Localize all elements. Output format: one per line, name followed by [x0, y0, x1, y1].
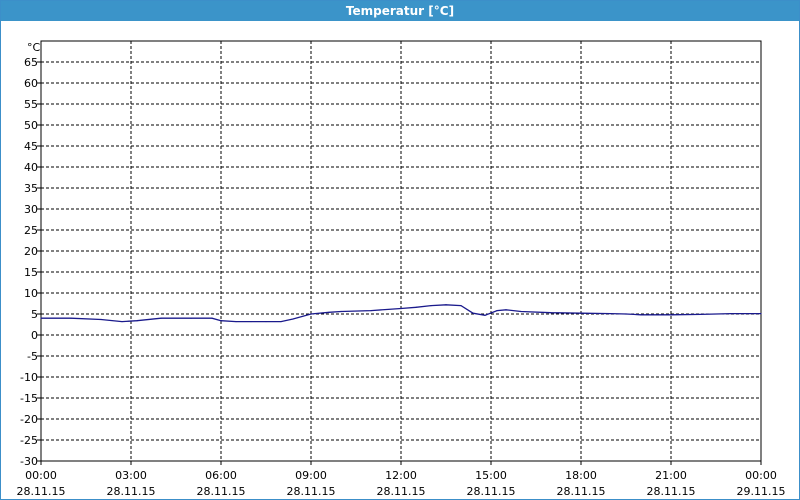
temperature-data-point — [190, 317, 192, 319]
y-tick-label: 40 — [24, 161, 38, 174]
y-tick-label: 0 — [31, 329, 38, 342]
y-tick-label: -10 — [20, 371, 38, 384]
temperature-data-point — [520, 310, 522, 313]
temperature-data-point — [121, 320, 123, 323]
y-tick-label: 15 — [24, 266, 38, 279]
temperature-data-point — [430, 305, 432, 307]
y-unit-label: °C — [27, 41, 41, 54]
y-tick-label: 55 — [24, 98, 38, 111]
x-tick-time-label: 09:00 — [295, 469, 327, 482]
x-tick-time-label: 03:00 — [115, 469, 147, 482]
x-tick-date-label: 28.11.15 — [557, 485, 606, 498]
x-tick-date-label: 28.11.15 — [17, 485, 66, 498]
temperature-data-point — [484, 314, 486, 316]
temperature-data-point — [580, 312, 582, 314]
temperature-data-point — [100, 318, 102, 321]
temperature-data-point — [328, 311, 330, 313]
temperature-data-point — [292, 318, 294, 320]
y-tick-label: -15 — [20, 392, 38, 405]
grid-lines — [41, 41, 761, 461]
x-tick-date-label: 28.11.15 — [107, 485, 156, 498]
temperature-data-point — [550, 312, 552, 314]
x-tick-date-label: 29.11.15 — [737, 485, 786, 498]
temperature-data-point — [505, 309, 507, 311]
temperature-data-point — [280, 320, 282, 323]
temperature-data-point — [400, 307, 402, 310]
x-tick-time-label: 12:00 — [385, 469, 417, 482]
y-tick-label: 50 — [24, 119, 38, 132]
y-tick-label: -5 — [27, 350, 38, 363]
temperature-data-point — [220, 320, 222, 322]
x-tick-date-label: 28.11.15 — [467, 485, 516, 498]
temperature-data-point — [670, 314, 672, 316]
temperature-data-point — [136, 320, 138, 322]
temperature-data-point — [370, 310, 372, 312]
temperature-data-point — [445, 304, 447, 306]
x-tick-time-label: 15:00 — [475, 469, 507, 482]
x-tick-date-label: 28.11.15 — [287, 485, 336, 498]
temperature-data-point — [70, 317, 72, 319]
series-group — [40, 304, 762, 323]
y-tick-label: 60 — [24, 77, 38, 90]
temperature-data-point — [265, 320, 267, 323]
temperature-data-point — [700, 313, 702, 316]
temperature-data-point — [460, 305, 462, 307]
y-tick-label: -20 — [20, 413, 38, 426]
x-tick-time-label: 00:00 — [745, 469, 777, 482]
y-tick-label: -30 — [20, 455, 38, 468]
x-tick-date-label: 28.11.15 — [377, 485, 426, 498]
temperature-data-point — [211, 317, 213, 319]
temperature-data-point — [160, 317, 162, 319]
y-tick-label: 25 — [24, 224, 38, 237]
temperature-data-point — [340, 310, 342, 313]
temperature-data-point — [250, 320, 252, 323]
y-tick-label: 35 — [24, 182, 38, 195]
y-axis: °C65605550454035302520151050-5-10-15-20-… — [20, 41, 41, 468]
y-tick-label: 65 — [24, 56, 38, 69]
x-tick-time-label: 21:00 — [655, 469, 687, 482]
y-tick-label: 20 — [24, 245, 38, 258]
temperature-data-point — [40, 317, 42, 319]
chart-title: Temperatur [°C] — [1, 1, 799, 21]
temperature-data-point — [235, 320, 237, 323]
temperature-data-point — [472, 312, 474, 314]
temperature-data-point — [640, 314, 642, 316]
temperature-data-point — [730, 312, 732, 315]
temperature-data-point — [610, 312, 612, 315]
temperature-data-point — [760, 312, 762, 315]
temperature-data-point — [625, 313, 627, 315]
y-tick-label: 45 — [24, 140, 38, 153]
y-tick-label: 30 — [24, 203, 38, 216]
y-tick-label: 5 — [31, 308, 38, 321]
temperature-data-point — [496, 310, 498, 312]
x-tick-time-label: 18:00 — [565, 469, 597, 482]
y-tick-label: -25 — [20, 434, 38, 447]
temperature-data-point — [310, 313, 312, 315]
temperature-data-point — [415, 306, 417, 308]
y-tick-label: 10 — [24, 287, 38, 300]
x-tick-date-label: 28.11.15 — [197, 485, 246, 498]
x-axis: 00:00 28.11.15 03:00 28.11.15 06:00 28.11.15 0… — [17, 461, 786, 498]
x-tick-time-label: 06:00 — [205, 469, 237, 482]
x-tick-date-label: 28.11.15 — [647, 485, 696, 498]
x-tick-time-label: 00:00 — [25, 469, 57, 482]
